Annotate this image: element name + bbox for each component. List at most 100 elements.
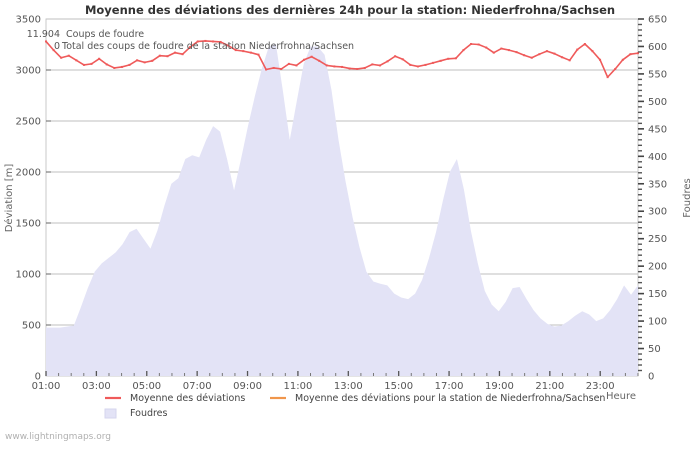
chart-title: Moyenne des déviations des dernières 24h…	[84, 3, 616, 17]
y-tick-label-right: 400	[648, 152, 667, 163]
data-point-marker	[591, 50, 594, 53]
x-tick-label: 11:00	[284, 381, 313, 392]
watermark: www.lightningmaps.org	[5, 432, 111, 442]
data-point-marker	[257, 53, 260, 56]
data-point-marker	[227, 44, 230, 47]
y-tick-label-left: 0	[35, 372, 41, 383]
y-tick-label-right: 200	[648, 262, 667, 273]
data-point-marker	[113, 66, 116, 69]
data-point-marker	[416, 65, 419, 68]
y-tick-label-right: 300	[648, 207, 667, 218]
y-axis-left: 0 500 1000 1500 2000 2500 3000 3500	[16, 15, 51, 383]
legend-label: Foudres	[130, 408, 168, 419]
y-tick-label-right: 600	[648, 42, 667, 53]
y-axis-right: 0 50 100 150 200 250 300 350 400 450 500 550 600 650	[638, 15, 667, 383]
data-point-marker	[287, 62, 290, 65]
data-point-marker	[432, 61, 435, 64]
data-point-marker	[523, 54, 526, 57]
y-tick-label-right: 350	[648, 179, 667, 190]
series-foudres-area	[46, 43, 638, 376]
x-tick-label: 09:00	[233, 381, 262, 392]
data-point-marker	[348, 67, 351, 70]
data-point-marker	[576, 48, 579, 51]
legend-label: Moyenne des déviations pour la station d…	[295, 393, 605, 404]
data-point-marker	[386, 60, 389, 63]
legend-item-0[interactable]: Moyenne des déviations	[105, 393, 245, 404]
svg-text:11.904: 11.904	[27, 29, 60, 40]
data-point-marker	[52, 49, 55, 52]
data-point-marker	[454, 57, 457, 60]
data-point-marker	[166, 55, 169, 58]
data-point-marker	[280, 67, 283, 70]
x-axis: 01:00 03:00 05:00 07:00 09:00 11:00 13:00 15:00…	[32, 371, 639, 392]
y-tick-label-left: 3000	[16, 66, 41, 77]
data-point-marker	[629, 53, 632, 56]
data-point-marker	[553, 52, 556, 55]
series-moyenne-deviations-line	[45, 39, 639, 79]
data-point-marker	[67, 54, 70, 57]
y-tick-label-right: 100	[648, 317, 667, 328]
x-tick-label: 21:00	[535, 381, 564, 392]
y-tick-label-right: 500	[648, 97, 667, 108]
data-point-marker	[507, 49, 510, 52]
data-point-marker	[424, 63, 427, 66]
y-tick-label-right: 650	[648, 15, 667, 26]
y-tick-label-left: 2000	[16, 168, 41, 179]
data-point-marker	[242, 50, 245, 53]
data-point-marker	[401, 58, 404, 61]
data-point-marker	[470, 42, 473, 45]
data-point-marker	[60, 56, 63, 59]
x-tick-label: 03:00	[82, 381, 111, 392]
data-point-marker	[621, 58, 624, 61]
data-point-marker	[219, 40, 222, 43]
data-point-marker	[303, 58, 306, 61]
y-tick-label-left: 1500	[16, 219, 41, 230]
data-point-marker	[614, 67, 617, 70]
legend-item-1[interactable]: Moyenne des déviations pour la station d…	[270, 393, 605, 404]
data-point-marker	[561, 56, 564, 59]
data-point-marker	[500, 47, 503, 50]
x-tick-label: 07:00	[183, 381, 212, 392]
svg-text:0: 0	[54, 41, 60, 52]
data-point-marker	[378, 64, 381, 67]
data-point-marker	[341, 65, 343, 68]
data-point-marker	[174, 51, 177, 54]
data-point-marker	[295, 64, 298, 67]
data-point-marker	[530, 56, 533, 59]
data-point-marker	[447, 57, 450, 60]
y-tick-label-right: 150	[648, 289, 667, 300]
data-point-marker	[128, 63, 131, 66]
legend-label: Moyenne des déviations	[130, 393, 245, 404]
data-point-marker	[583, 42, 586, 45]
data-point-marker	[196, 40, 199, 43]
x-axis-title: Heure	[606, 391, 636, 402]
y-tick-label-right: 250	[648, 234, 667, 245]
legend-item-2[interactable]: Foudres	[104, 408, 168, 419]
y-tick-label-left: 500	[22, 321, 41, 332]
data-point-marker	[318, 59, 321, 62]
x-tick-label: 13:00	[334, 381, 363, 392]
chart-legend: Moyenne des déviations Moyenne des déviat…	[104, 393, 605, 419]
data-point-marker	[158, 54, 161, 57]
x-tick-label: 01:00	[32, 381, 61, 392]
data-point-marker	[90, 62, 93, 65]
y-tick-label-right: 550	[648, 69, 667, 80]
data-point-marker	[105, 63, 108, 66]
area-path-foudres	[46, 43, 638, 376]
data-point-marker	[82, 63, 85, 66]
data-point-marker	[477, 43, 480, 46]
data-point-marker	[136, 59, 139, 62]
y-tick-label-right: 50	[648, 344, 661, 355]
data-point-marker	[333, 65, 336, 68]
data-point-marker	[545, 50, 548, 53]
data-point-marker	[515, 51, 518, 54]
y-tick-label-left: 3500	[16, 15, 41, 26]
legend-swatch-icon	[104, 408, 117, 419]
data-point-marker	[363, 66, 366, 69]
svg-text:Coups de foudre: Coups de foudre	[66, 29, 144, 40]
y-tick-label-left: 1000	[16, 270, 41, 281]
data-point-marker	[325, 64, 328, 67]
data-point-marker	[599, 58, 602, 61]
data-point-marker	[204, 39, 207, 42]
y-axis-right-title: Foudres	[682, 178, 693, 217]
